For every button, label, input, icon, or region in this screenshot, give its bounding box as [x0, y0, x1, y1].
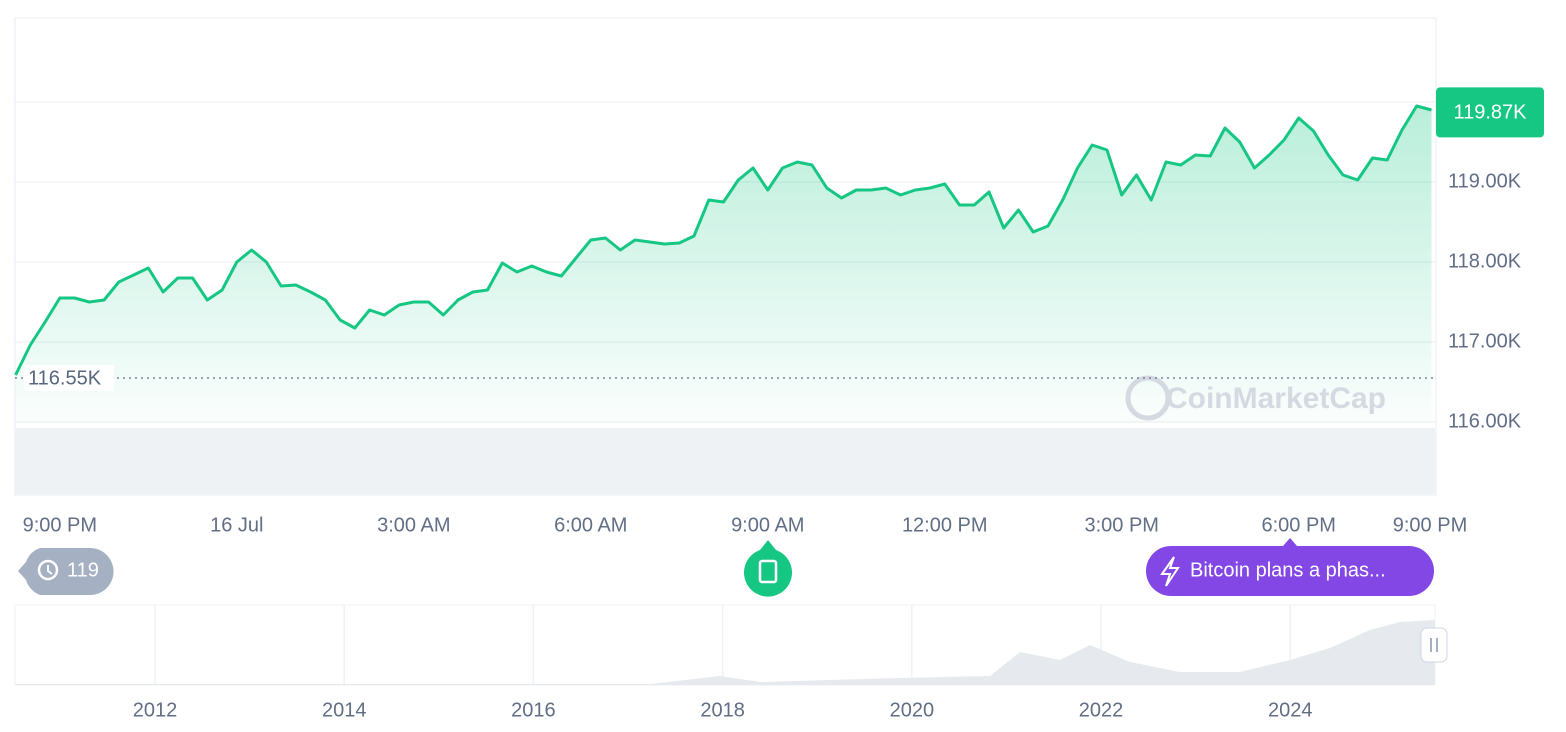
navigator-frame: [14, 604, 1436, 686]
history-badge[interactable]: [18, 548, 114, 595]
y-tick-label: 116.00K: [1448, 410, 1522, 432]
reference-label: 116.55K: [28, 367, 102, 389]
y-tick-label: 119.00K: [1448, 170, 1522, 192]
x-tick-label: 3:00 PM: [1084, 514, 1158, 536]
navigator-tick-label: 2020: [890, 699, 935, 721]
history-icon-hands: [47, 565, 53, 575]
navigator-history: [15, 620, 1435, 685]
navigator-tick-label: 2018: [700, 699, 745, 721]
x-tick-label: 9:00 PM: [23, 514, 97, 536]
last-price-tag: [1436, 87, 1544, 138]
plot-frame: [14, 17, 1437, 496]
area-fill: [15, 106, 1432, 422]
x-tick-label: 6:00 AM: [554, 514, 627, 536]
x-tick-label: 12:00 PM: [902, 514, 988, 536]
x-tick-label: 9:00 AM: [731, 514, 804, 536]
news-pointer: [1283, 538, 1297, 546]
news-text[interactable]: Bitcoin plans a phas...: [1190, 559, 1386, 581]
x-tick-label: 6:00 PM: [1261, 514, 1335, 536]
history-count[interactable]: 119: [67, 559, 99, 581]
navigator-tick-label: 2014: [322, 699, 367, 721]
news-badge[interactable]: [1146, 546, 1434, 596]
navigator-tick-label: 2016: [511, 699, 556, 721]
price-line: [14, 104, 1432, 376]
x-tick-label: 9:00 PM: [1393, 514, 1467, 536]
navigator-tick-label: 2022: [1079, 699, 1124, 721]
navigator-handle[interactable]: [1420, 627, 1448, 663]
y-tick-label: 117.00K: [1448, 330, 1522, 352]
y-tick-label: 118.00K: [1448, 250, 1522, 272]
history-icon: [37, 559, 59, 581]
navigator-tick-label: 2012: [133, 699, 178, 721]
reference-label-bg: [24, 365, 114, 391]
x-tick-label: 3:00 AM: [377, 514, 450, 536]
note-icon: [758, 559, 778, 584]
volume-band: [15, 428, 1435, 494]
watermark: CoinMarketCap: [1166, 382, 1386, 415]
x-tick-label: 16 Jul: [210, 514, 263, 536]
navigator-tick-label: 2024: [1268, 699, 1313, 721]
last-price-label: 119.87K: [1453, 102, 1527, 124]
note-marker[interactable]: [744, 540, 793, 597]
handle-grip: [1430, 638, 1438, 652]
watermark-logo: [1125, 375, 1171, 421]
news-icon: [1160, 556, 1180, 587]
